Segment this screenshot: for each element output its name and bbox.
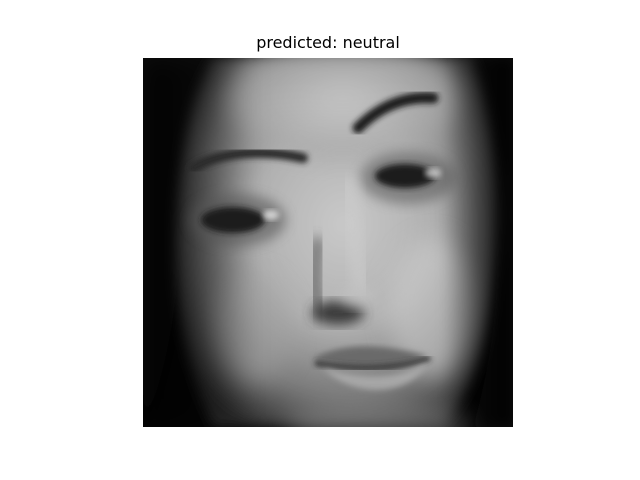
right-eye-highlight [425,168,441,178]
right-eyebrow [352,92,439,134]
left-eye-highlight [263,210,279,220]
nose-tip-highlight [340,284,376,308]
upper-lip [313,346,428,367]
face-image [143,58,513,427]
mouth-line [314,355,431,371]
plot-title: predicted: neutral [256,33,400,52]
right-shadow [443,58,513,427]
right-eye [375,164,435,188]
lower-lip [323,363,428,390]
chin [288,397,468,427]
left-eyebrow [188,147,308,173]
nose-shadow [307,237,328,319]
forehead-highlight [223,58,463,158]
face-image-svg [143,58,513,427]
left-eye [201,207,265,233]
